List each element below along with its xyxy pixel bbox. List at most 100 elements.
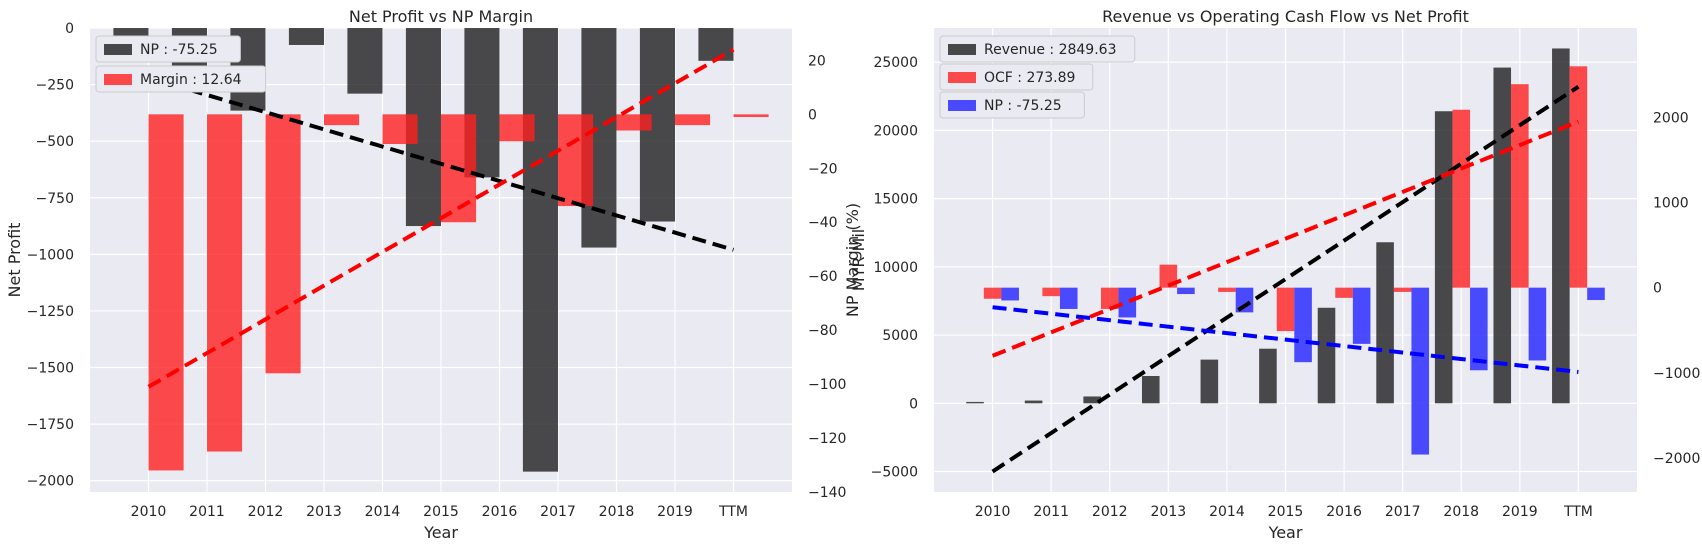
bar-1-2014 [347, 28, 383, 94]
x-tick-label: 2011 [189, 504, 225, 520]
y-tick-label: −2000 [27, 474, 74, 490]
bar-2-TTM [1569, 66, 1588, 288]
bar-1-2017 [522, 28, 558, 472]
x-tick-label: 2010 [975, 504, 1011, 520]
y-tick-label: 20000 [873, 123, 918, 139]
x-tick-label: 2012 [1092, 504, 1128, 520]
chart-2: 2010 2011 2012 2013 2014 2015 2016 2017 2018 2019… [849, 7, 1700, 542]
x-tick-label: 2017 [1385, 504, 1421, 520]
y-axis-label: MYR Mil [849, 229, 868, 291]
y2-tick-label: −20 [808, 161, 838, 177]
y-tick-label: 5000 [882, 328, 918, 344]
bar-3-2014 [1235, 287, 1254, 313]
bar-3-2010 [1001, 287, 1019, 301]
chart-1: 2010 2011 2012 2013 2014 2015 2016 2017 2018 2019… [5, 7, 862, 542]
bar-2-2010 [983, 287, 1002, 299]
y2-axis-label: NP Margin (%) [843, 203, 862, 317]
chart-title: Revenue vs Operating Cash Flow vs Net Pr… [1102, 7, 1469, 26]
bar-1-2018 [1434, 111, 1453, 404]
y-tick-label: −5000 [871, 465, 918, 481]
bar-1-2014 [1200, 359, 1219, 404]
bar-2-2011 [1042, 287, 1060, 297]
y-tick-label: −1750 [27, 417, 74, 433]
y-tick-label: −1000 [27, 247, 74, 263]
x-tick-label: 2015 [1268, 504, 1304, 520]
x-tick-label: 2019 [657, 504, 693, 520]
legend-entry: NP : -75.25 [984, 98, 1062, 114]
y2-tick-label: −80 [808, 323, 838, 339]
y-tick-label: −750 [36, 191, 74, 207]
legend-box [95, 65, 267, 93]
y-tick-label: −1250 [27, 304, 74, 320]
bar-2-2016 [499, 114, 535, 142]
y2-tick-label: 0 [1653, 281, 1662, 297]
bar-3-2016 [1352, 287, 1371, 344]
legend-swatch [948, 72, 976, 83]
x-tick-label: 2014 [365, 504, 401, 520]
trend-line-2 [147, 47, 735, 389]
y-tick-label: −500 [36, 134, 74, 150]
y-tick-label: −1500 [27, 361, 74, 377]
legend-entry: Margin : 12.64 [140, 72, 242, 88]
y2-tick-label: −140 [808, 485, 846, 501]
x-tick-label: 2012 [248, 504, 284, 520]
bar-3-2012 [1118, 287, 1137, 318]
y2-tick-label: 1000 [1653, 196, 1689, 212]
y2-tick-label: −1000 [1653, 366, 1700, 382]
y-tick-label: −250 [36, 78, 74, 94]
bar-2-2018 [616, 114, 652, 131]
bar-1-TTM [1552, 48, 1570, 404]
x-tick-label: 2013 [1151, 504, 1187, 520]
x-tick-label: 2015 [423, 504, 459, 520]
bar-1-2013 [1141, 376, 1160, 404]
y2-tick-label: 20 [808, 53, 826, 69]
bar-2-TTM [733, 114, 769, 118]
trend-line-1 [991, 85, 1580, 474]
x-tick-label: 2017 [540, 504, 576, 520]
y2-tick-label: −100 [808, 377, 846, 393]
y2-tick-label: −2000 [1653, 451, 1700, 467]
bar-1-2011 [1024, 400, 1043, 404]
y2-tick-label: −60 [808, 269, 838, 285]
bar-1-2012 [1083, 396, 1101, 404]
trend-line-1 [147, 75, 735, 252]
x-tick-label: 2018 [599, 504, 635, 520]
bar-1-TTM [698, 28, 734, 61]
bar-2-2014 [382, 114, 418, 144]
bar-2-2017 [1393, 287, 1412, 292]
bar-1-2016 [1317, 307, 1336, 404]
bar-2-2012 [1100, 287, 1119, 309]
trend-line-3 [992, 305, 1579, 374]
x-tick-label: TTM [718, 504, 748, 520]
legend-swatch [948, 100, 976, 111]
x-axis-label: Year [1268, 523, 1303, 542]
x-tick-label: TTM [1563, 504, 1593, 520]
bar-3-2011 [1059, 287, 1078, 309]
y2-tick-label: 0 [808, 107, 817, 123]
y2-tick-label: −120 [808, 431, 846, 447]
bar-1-2010 [966, 401, 984, 404]
bar-2-2014 [1218, 287, 1236, 292]
bar-3-2018 [1470, 287, 1488, 371]
x-tick-label: 2019 [1502, 504, 1538, 520]
legend-swatch [104, 44, 132, 55]
bar-2-2012 [265, 114, 301, 374]
legend-box [95, 35, 241, 63]
bar-1-2017 [1376, 242, 1394, 404]
bar-2-2016 [1335, 287, 1353, 298]
y-tick-label: 15000 [873, 192, 918, 208]
y2-tick-label: −40 [808, 215, 838, 231]
y-axis-label: Net Profit [5, 223, 24, 298]
bar-3-2015 [1294, 287, 1312, 363]
legend-box [939, 35, 1136, 63]
legend-entry: Revenue : 2849.63 [984, 42, 1116, 58]
bar-3-2017 [1411, 287, 1430, 455]
chart-title: Net Profit vs NP Margin [349, 7, 533, 26]
bar-3-2013 [1177, 287, 1195, 295]
bar-2-2010 [148, 114, 184, 471]
legend-swatch [104, 74, 132, 85]
x-tick-label: 2014 [1209, 504, 1245, 520]
y-tick-label: 25000 [873, 55, 918, 71]
legend-box [939, 63, 1094, 91]
